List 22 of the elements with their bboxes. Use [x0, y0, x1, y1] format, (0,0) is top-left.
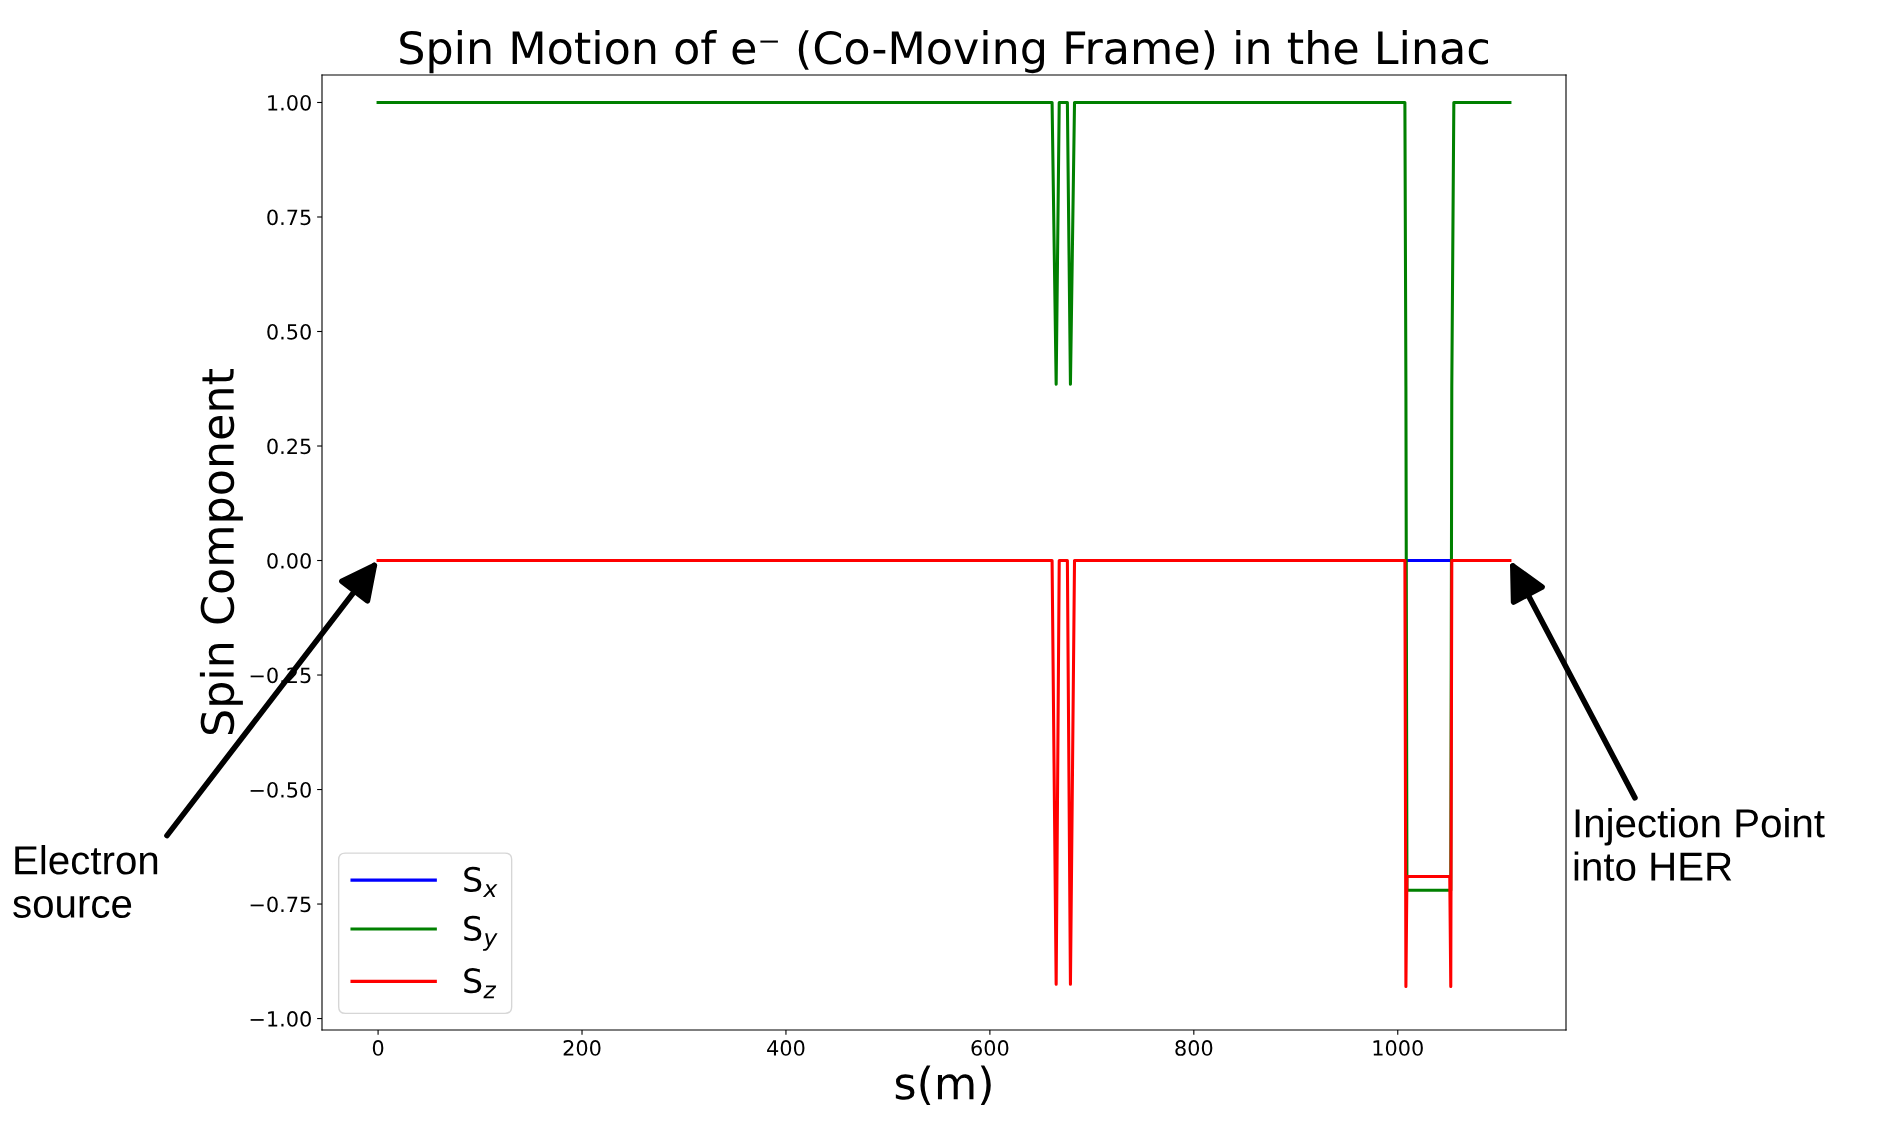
annotation: Electron source	[13, 845, 158, 918]
x-tick-label: 200	[563, 1040, 601, 1056]
y-tick-label: 0.00	[267, 552, 311, 569]
x-tick-label: 0	[372, 1040, 384, 1056]
y-axis-title: Spin Component	[199, 369, 243, 735]
x-axis-title: s(m)	[895, 1065, 991, 1106]
legend-label: S$_{y}$	[464, 915, 498, 951]
y-tick-label: −1.00	[250, 1011, 311, 1027]
legend-label: S$_{z}$	[464, 968, 497, 999]
annotation: Injection Point into HER	[1574, 808, 1825, 881]
x-tick-label: 800	[1175, 1040, 1213, 1056]
y-tick-label: 0.50	[267, 323, 311, 340]
y-tick-label: 1.00	[268, 94, 311, 111]
legend-label: S$_{x}$	[464, 866, 498, 898]
y-tick-label: 0.25	[267, 438, 311, 455]
y-tick-label: 0.75	[267, 209, 311, 226]
x-tick-label: 1000	[1373, 1040, 1423, 1056]
y-tick-label: −0.50	[250, 781, 311, 798]
x-tick-label: 400	[767, 1040, 805, 1056]
x-tick-label: 600	[971, 1040, 1009, 1056]
y-tick-label: −0.75	[250, 896, 311, 913]
chart-title: Spin Motion of e⁻ (Co-Moving Frame) in the Linac	[400, 30, 1488, 74]
